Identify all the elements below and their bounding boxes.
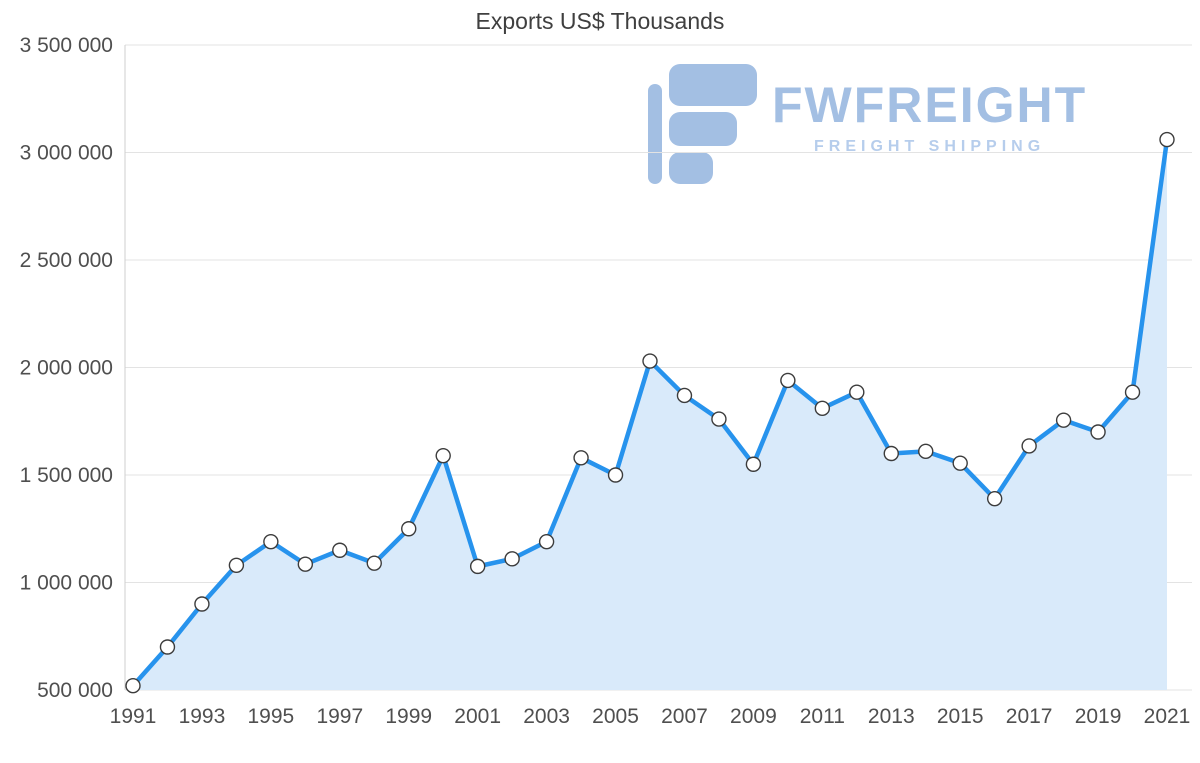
svg-text:3 000 000: 3 000 000	[20, 142, 113, 165]
watermark-subtitle: FREIGHT SHIPPING	[814, 138, 1046, 155]
svg-text:1997: 1997	[316, 705, 363, 728]
svg-text:2003: 2003	[523, 705, 570, 728]
watermark-brand: FWFREIGHT	[772, 77, 1088, 133]
svg-text:2001: 2001	[454, 705, 501, 728]
svg-text:1 000 000: 1 000 000	[20, 572, 113, 595]
svg-text:2013: 2013	[868, 705, 915, 728]
svg-text:1999: 1999	[385, 705, 432, 728]
svg-text:2015: 2015	[937, 705, 984, 728]
svg-text:500 000: 500 000	[37, 679, 113, 702]
watermark-text: FWFREIGHT FREIGHT SHIPPING	[772, 64, 1087, 156]
svg-text:2 500 000: 2 500 000	[20, 249, 113, 272]
svg-text:1993: 1993	[179, 705, 226, 728]
fwfreight-logo-icon	[648, 64, 758, 191]
svg-text:1 500 000: 1 500 000	[20, 464, 113, 487]
svg-text:2011: 2011	[800, 705, 845, 728]
svg-text:2019: 2019	[1075, 705, 1122, 728]
svg-text:3 500 000: 3 500 000	[20, 34, 113, 57]
watermark: FWFREIGHT FREIGHT SHIPPING	[648, 64, 1087, 191]
svg-text:2 000 000: 2 000 000	[20, 357, 113, 380]
svg-text:2009: 2009	[730, 705, 777, 728]
svg-text:1991: 1991	[110, 705, 157, 728]
svg-text:2021: 2021	[1144, 705, 1191, 728]
chart-title: Exports US$ Thousands	[475, 8, 725, 34]
svg-text:2005: 2005	[592, 705, 639, 728]
svg-text:2017: 2017	[1006, 705, 1053, 728]
svg-text:1995: 1995	[248, 705, 295, 728]
svg-text:2007: 2007	[661, 705, 708, 728]
